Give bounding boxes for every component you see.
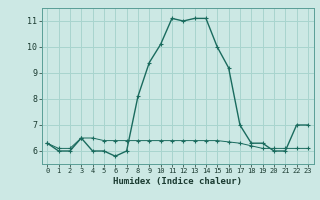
X-axis label: Humidex (Indice chaleur): Humidex (Indice chaleur) (113, 177, 242, 186)
